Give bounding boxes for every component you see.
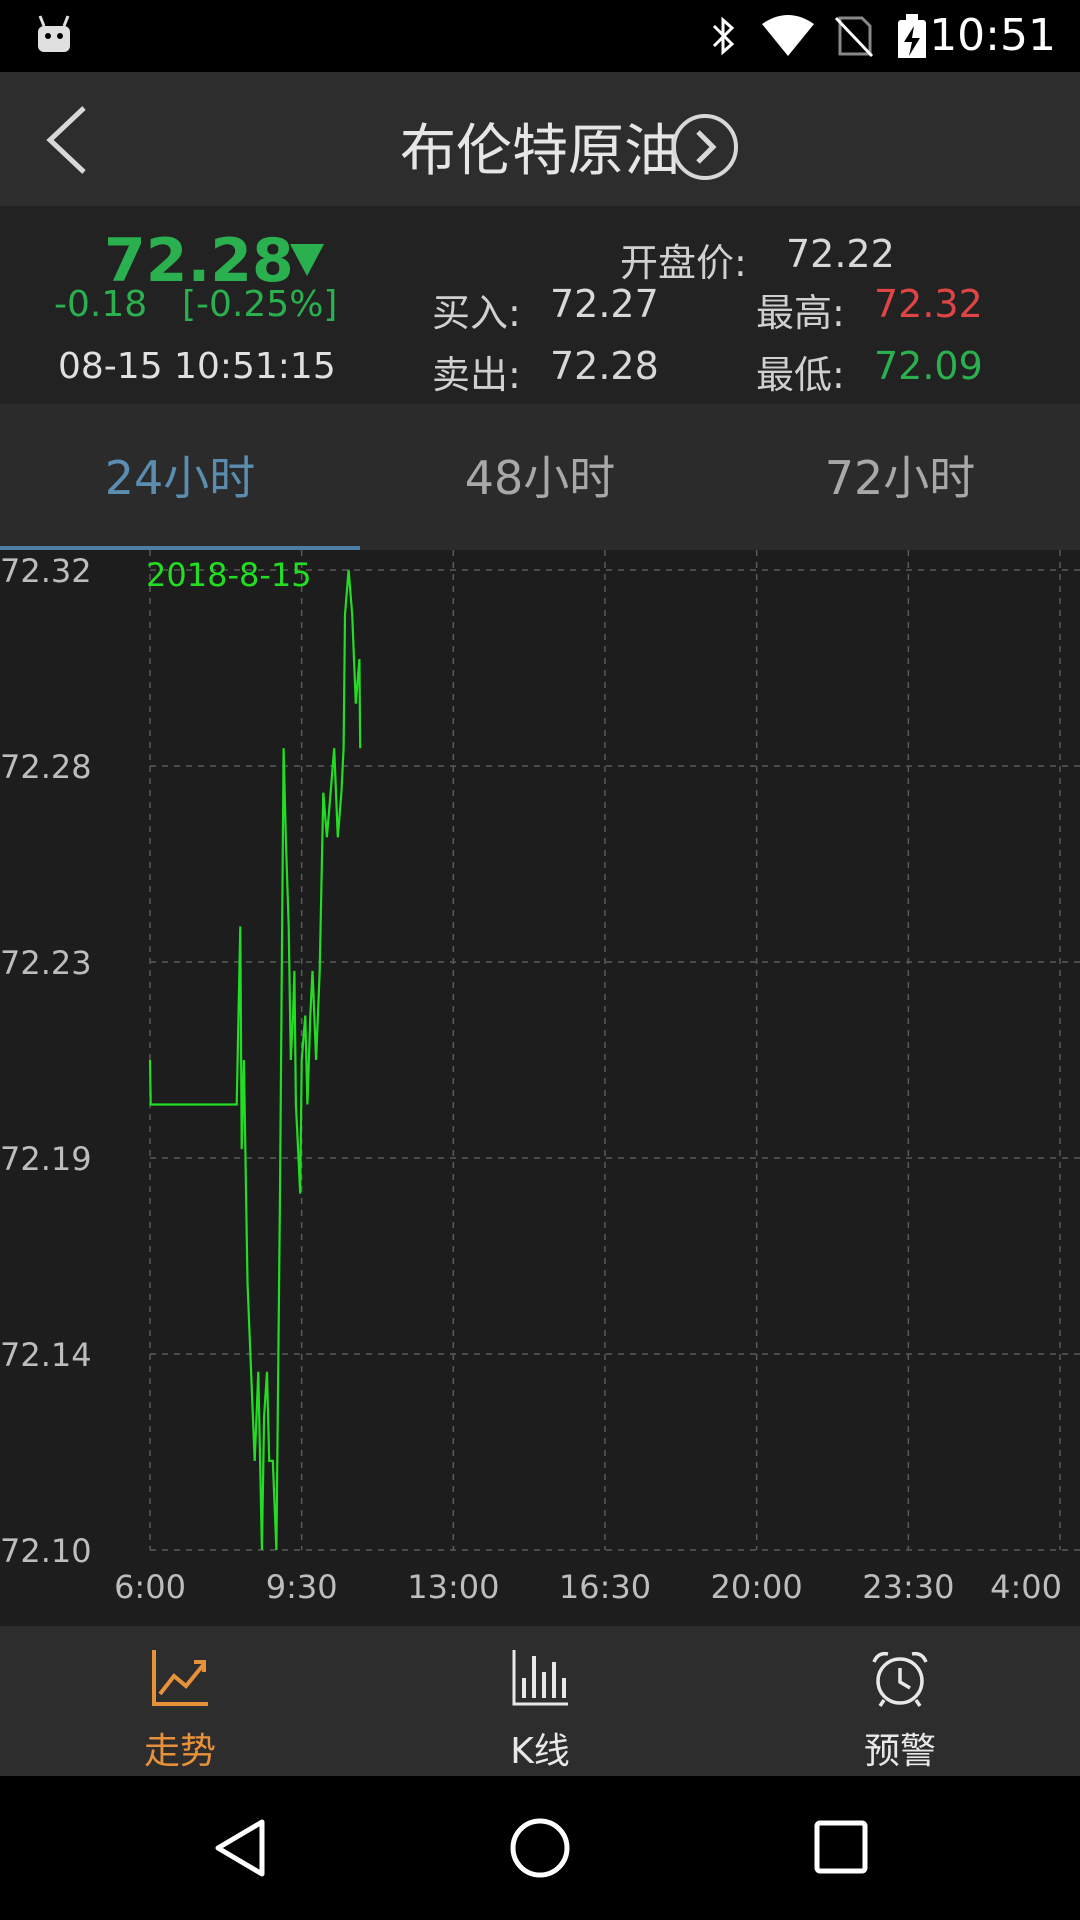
open-label: 开盘价: bbox=[620, 241, 747, 285]
trend-chart-icon bbox=[152, 1650, 208, 1706]
price-change: -0.18 bbox=[54, 284, 148, 325]
low-value: 72.09 bbox=[874, 344, 983, 388]
y-tick-label: 72.28 bbox=[0, 748, 92, 786]
y-tick-label: 72.10 bbox=[0, 1532, 92, 1570]
tab-24h[interactable]: 24小时 bbox=[104, 451, 256, 505]
status-bar: 10:51 bbox=[0, 0, 1080, 72]
x-tick-label: 4:00 bbox=[990, 1568, 1062, 1606]
y-tick-label: 72.32 bbox=[0, 552, 92, 590]
wifi-icon bbox=[762, 15, 814, 56]
no-sim-icon bbox=[834, 16, 874, 58]
bottom-nav: 走势 K线 预警 bbox=[0, 1626, 1080, 1776]
down-arrow-icon bbox=[290, 244, 324, 276]
buy-value: 72.27 bbox=[550, 282, 659, 326]
nav-trend[interactable]: 走势 bbox=[0, 1626, 360, 1776]
y-tick-label: 72.23 bbox=[0, 944, 92, 982]
sell-value: 72.28 bbox=[550, 344, 659, 388]
recents-square-icon[interactable] bbox=[812, 1818, 870, 1876]
sell-label: 卖出: bbox=[432, 353, 521, 397]
tab-48h[interactable]: 48小时 bbox=[464, 451, 616, 505]
y-tick-label: 72.14 bbox=[0, 1336, 92, 1374]
app-header: 布伦特原油 bbox=[0, 72, 1080, 206]
back-triangle-icon[interactable] bbox=[212, 1816, 268, 1880]
home-circle-icon[interactable] bbox=[508, 1816, 572, 1880]
nav-alert-label: 预警 bbox=[863, 1731, 936, 1772]
buy-label: 买入: bbox=[432, 291, 521, 335]
x-tick-label: 23:30 bbox=[862, 1568, 954, 1606]
status-time: 10:51 bbox=[929, 10, 1056, 61]
bluetooth-icon bbox=[712, 16, 735, 56]
page-title: 布伦特原油 bbox=[400, 119, 680, 184]
price-chart[interactable]: 72.32 72.28 72.23 72.19 72.14 72.10 6:00 9:30 13… bbox=[0, 550, 1080, 1626]
price-change-percent: [-0.25%] bbox=[182, 284, 338, 325]
chart-date-label: 2018-8-15 bbox=[146, 556, 312, 594]
current-price: 72.28 bbox=[104, 226, 294, 296]
period-tabs: 24小时 48小时 72小时 bbox=[0, 404, 1080, 554]
price-line bbox=[148, 569, 362, 1551]
high-value: 72.32 bbox=[874, 282, 983, 326]
chart-svg: 72.32 72.28 72.23 72.19 72.14 72.10 6:00 9:30 13… bbox=[0, 550, 1080, 1606]
low-label: 最低: bbox=[756, 353, 845, 397]
battery-charging-icon bbox=[898, 14, 926, 58]
x-tick-label: 16:30 bbox=[559, 1568, 651, 1606]
x-tick-label: 9:30 bbox=[266, 1568, 338, 1606]
bar-chart-icon bbox=[512, 1650, 568, 1706]
open-value: 72.22 bbox=[786, 232, 895, 276]
nav-trend-label: 走势 bbox=[143, 1731, 216, 1772]
x-tick-label: 20:00 bbox=[711, 1568, 803, 1606]
nav-kline[interactable]: K线 bbox=[360, 1626, 720, 1776]
nav-kline-label: K线 bbox=[510, 1731, 570, 1772]
chevron-right-circle-icon[interactable] bbox=[670, 112, 740, 182]
back-button[interactable] bbox=[40, 100, 100, 180]
alarm-clock-icon bbox=[872, 1651, 928, 1707]
nav-alert[interactable]: 预警 bbox=[720, 1626, 1080, 1776]
android-icon bbox=[38, 15, 70, 52]
tab-72h[interactable]: 72小时 bbox=[824, 451, 976, 505]
x-tick-label: 13:00 bbox=[407, 1568, 499, 1606]
high-label: 最高: bbox=[756, 291, 845, 335]
system-nav-bar bbox=[0, 1776, 1080, 1920]
x-tick-label: 6:00 bbox=[114, 1568, 186, 1606]
quote-panel: 72.28 -0.18 [-0.25%] 08-15 10:51:15 开盘价:… bbox=[0, 206, 1080, 404]
quote-datetime: 08-15 10:51:15 bbox=[58, 346, 336, 387]
y-tick-label: 72.19 bbox=[0, 1140, 92, 1178]
